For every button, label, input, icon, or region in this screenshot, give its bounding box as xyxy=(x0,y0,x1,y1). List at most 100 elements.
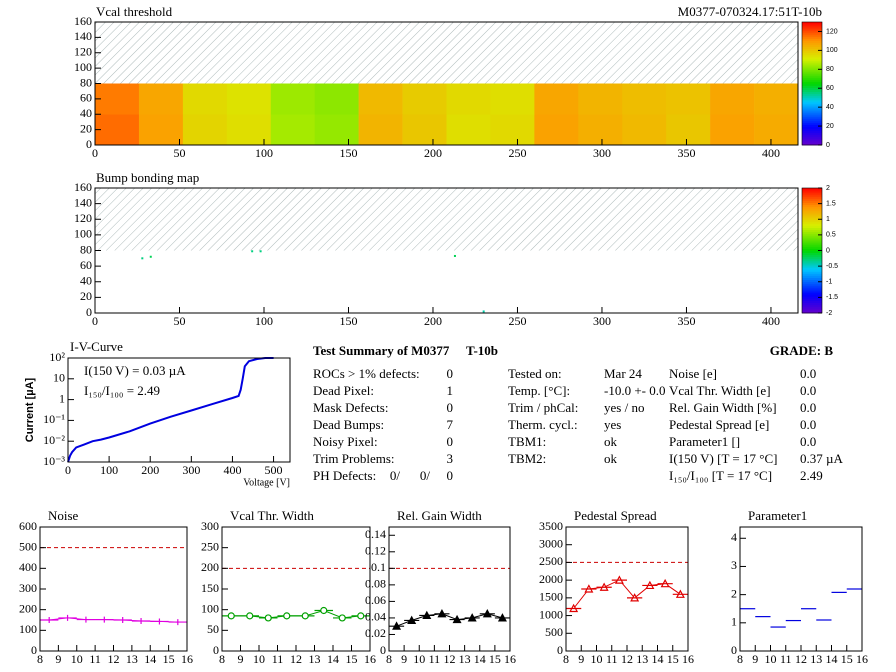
y-tick-label: 0 xyxy=(731,643,737,657)
x-tick-label: 10 xyxy=(591,652,603,666)
colorbar-label: -2 xyxy=(826,310,832,317)
y-tick-label: 150 xyxy=(201,581,219,595)
y-tick-label: 250 xyxy=(201,539,219,553)
data-point xyxy=(277,612,296,620)
heatmap-cell xyxy=(754,114,799,146)
colorbar-step xyxy=(802,294,822,297)
colorbar-step xyxy=(802,97,822,101)
plot-frame xyxy=(39,526,188,652)
x-tick-label: 10 xyxy=(765,652,777,666)
heatmap-cell xyxy=(710,114,755,146)
x-tick-label: 0 xyxy=(92,146,98,160)
colorbar-step xyxy=(802,101,822,105)
colorbar-step xyxy=(802,95,822,99)
grade: GRADE: B xyxy=(770,343,834,358)
colorbar-step xyxy=(802,292,822,295)
heatmap-cell xyxy=(138,114,184,146)
y-tick-label: 200 xyxy=(19,601,37,615)
y-tick-label: 0.06 xyxy=(365,593,386,607)
colorbar-step xyxy=(802,134,822,138)
x-tick-label: 13 xyxy=(126,652,138,666)
heatmap-cell xyxy=(314,83,359,115)
colorbar-step xyxy=(802,40,822,43)
heatmap-cell xyxy=(534,114,579,146)
colorbar-step xyxy=(802,28,822,31)
colorbar-step xyxy=(802,34,822,37)
colorbar-step xyxy=(802,279,822,283)
colorbar-step xyxy=(802,138,822,142)
data-point xyxy=(449,614,465,624)
y-tick-label: 2 xyxy=(731,586,737,600)
x-tick-label: 14 xyxy=(474,652,486,666)
summary-label: Pedestal Spread [e] xyxy=(669,417,769,432)
colorbar-label: 2 xyxy=(826,185,830,192)
colorbar-label: 20 xyxy=(826,123,834,130)
data-point xyxy=(40,617,59,623)
summary-value: ok xyxy=(604,434,618,449)
colorbar-step xyxy=(802,73,822,76)
x-tick-label: 200 xyxy=(141,463,159,477)
heatmap-cell xyxy=(754,83,799,115)
colorbar-step xyxy=(802,108,822,111)
y-tick-label: 40 xyxy=(80,106,92,120)
colorbar-step xyxy=(802,206,822,210)
colorbar-step xyxy=(802,69,822,72)
colorbar-step xyxy=(802,194,822,197)
x-tick-label: 13 xyxy=(810,652,822,666)
x-tick-label: 8 xyxy=(386,652,392,666)
y-tick-label: 3500 xyxy=(539,519,563,533)
colorbar-step xyxy=(802,130,822,134)
y-tick-label: 0 xyxy=(86,305,92,319)
hatched-area xyxy=(95,22,798,84)
y-tick-label: 0.08 xyxy=(365,577,386,591)
data-point xyxy=(566,603,582,613)
x-tick-label: 13 xyxy=(459,652,471,666)
hit-pixel xyxy=(251,250,254,253)
y-tick-label: 1 xyxy=(731,615,737,629)
chart-title: Noise xyxy=(48,508,79,523)
colorbar-step xyxy=(802,281,822,285)
summary-label: Tested on: xyxy=(508,366,562,381)
chart-title: Vcal Thr. Width xyxy=(230,508,314,523)
x-tick-label: 100 xyxy=(255,146,273,160)
summary-value: yes / no xyxy=(604,400,644,415)
y-tick-label: 40 xyxy=(80,274,92,288)
summary-label: Rel. Gain Width [%] xyxy=(669,400,777,415)
x-tick-label: 10 xyxy=(71,652,83,666)
colorbar-step xyxy=(802,217,822,220)
summary-value: 0.0 xyxy=(800,434,816,449)
x-tick-label: 400 xyxy=(762,314,780,328)
colorbar-label: -1 xyxy=(826,279,832,286)
data-point xyxy=(168,619,187,626)
summary-value: 0.0 xyxy=(800,417,816,432)
heatmap-cell xyxy=(446,83,491,115)
data-point xyxy=(657,578,673,588)
summary-label: Mask Defects: xyxy=(313,400,388,415)
x-tick-label: 16 xyxy=(504,652,516,666)
colorbar-step xyxy=(802,32,822,35)
colorbar-step xyxy=(802,265,822,268)
heatmap-cell xyxy=(138,83,184,115)
colorbar-step xyxy=(802,258,822,262)
colorbar-label: -1.5 xyxy=(826,294,838,301)
x-tick-label: 100 xyxy=(100,463,118,477)
x-tick-label: 11 xyxy=(272,652,284,666)
chart-title: Rel. Gain Width xyxy=(397,508,482,523)
heatmap-cell xyxy=(358,83,403,115)
x-tick-label: 16 xyxy=(181,652,193,666)
colorbar-step xyxy=(802,118,822,121)
colorbar-step xyxy=(802,81,822,84)
x-tick-label: 300 xyxy=(182,463,200,477)
hit-pixel xyxy=(453,254,456,257)
colorbar-step xyxy=(802,213,822,216)
colorbar-step xyxy=(802,87,822,91)
colorbar-step xyxy=(802,85,822,88)
summary-label: Parameter1 [] xyxy=(669,434,740,449)
x-tick-label: 12 xyxy=(444,652,456,666)
x-tick-label: 12 xyxy=(621,652,633,666)
y-tick-label: 0.14 xyxy=(365,527,386,541)
y-tick-label: 10⁻² xyxy=(43,433,65,447)
x-tick-label: 350 xyxy=(677,146,695,160)
colorbar-step xyxy=(802,190,822,193)
colorbar-step xyxy=(802,38,822,41)
